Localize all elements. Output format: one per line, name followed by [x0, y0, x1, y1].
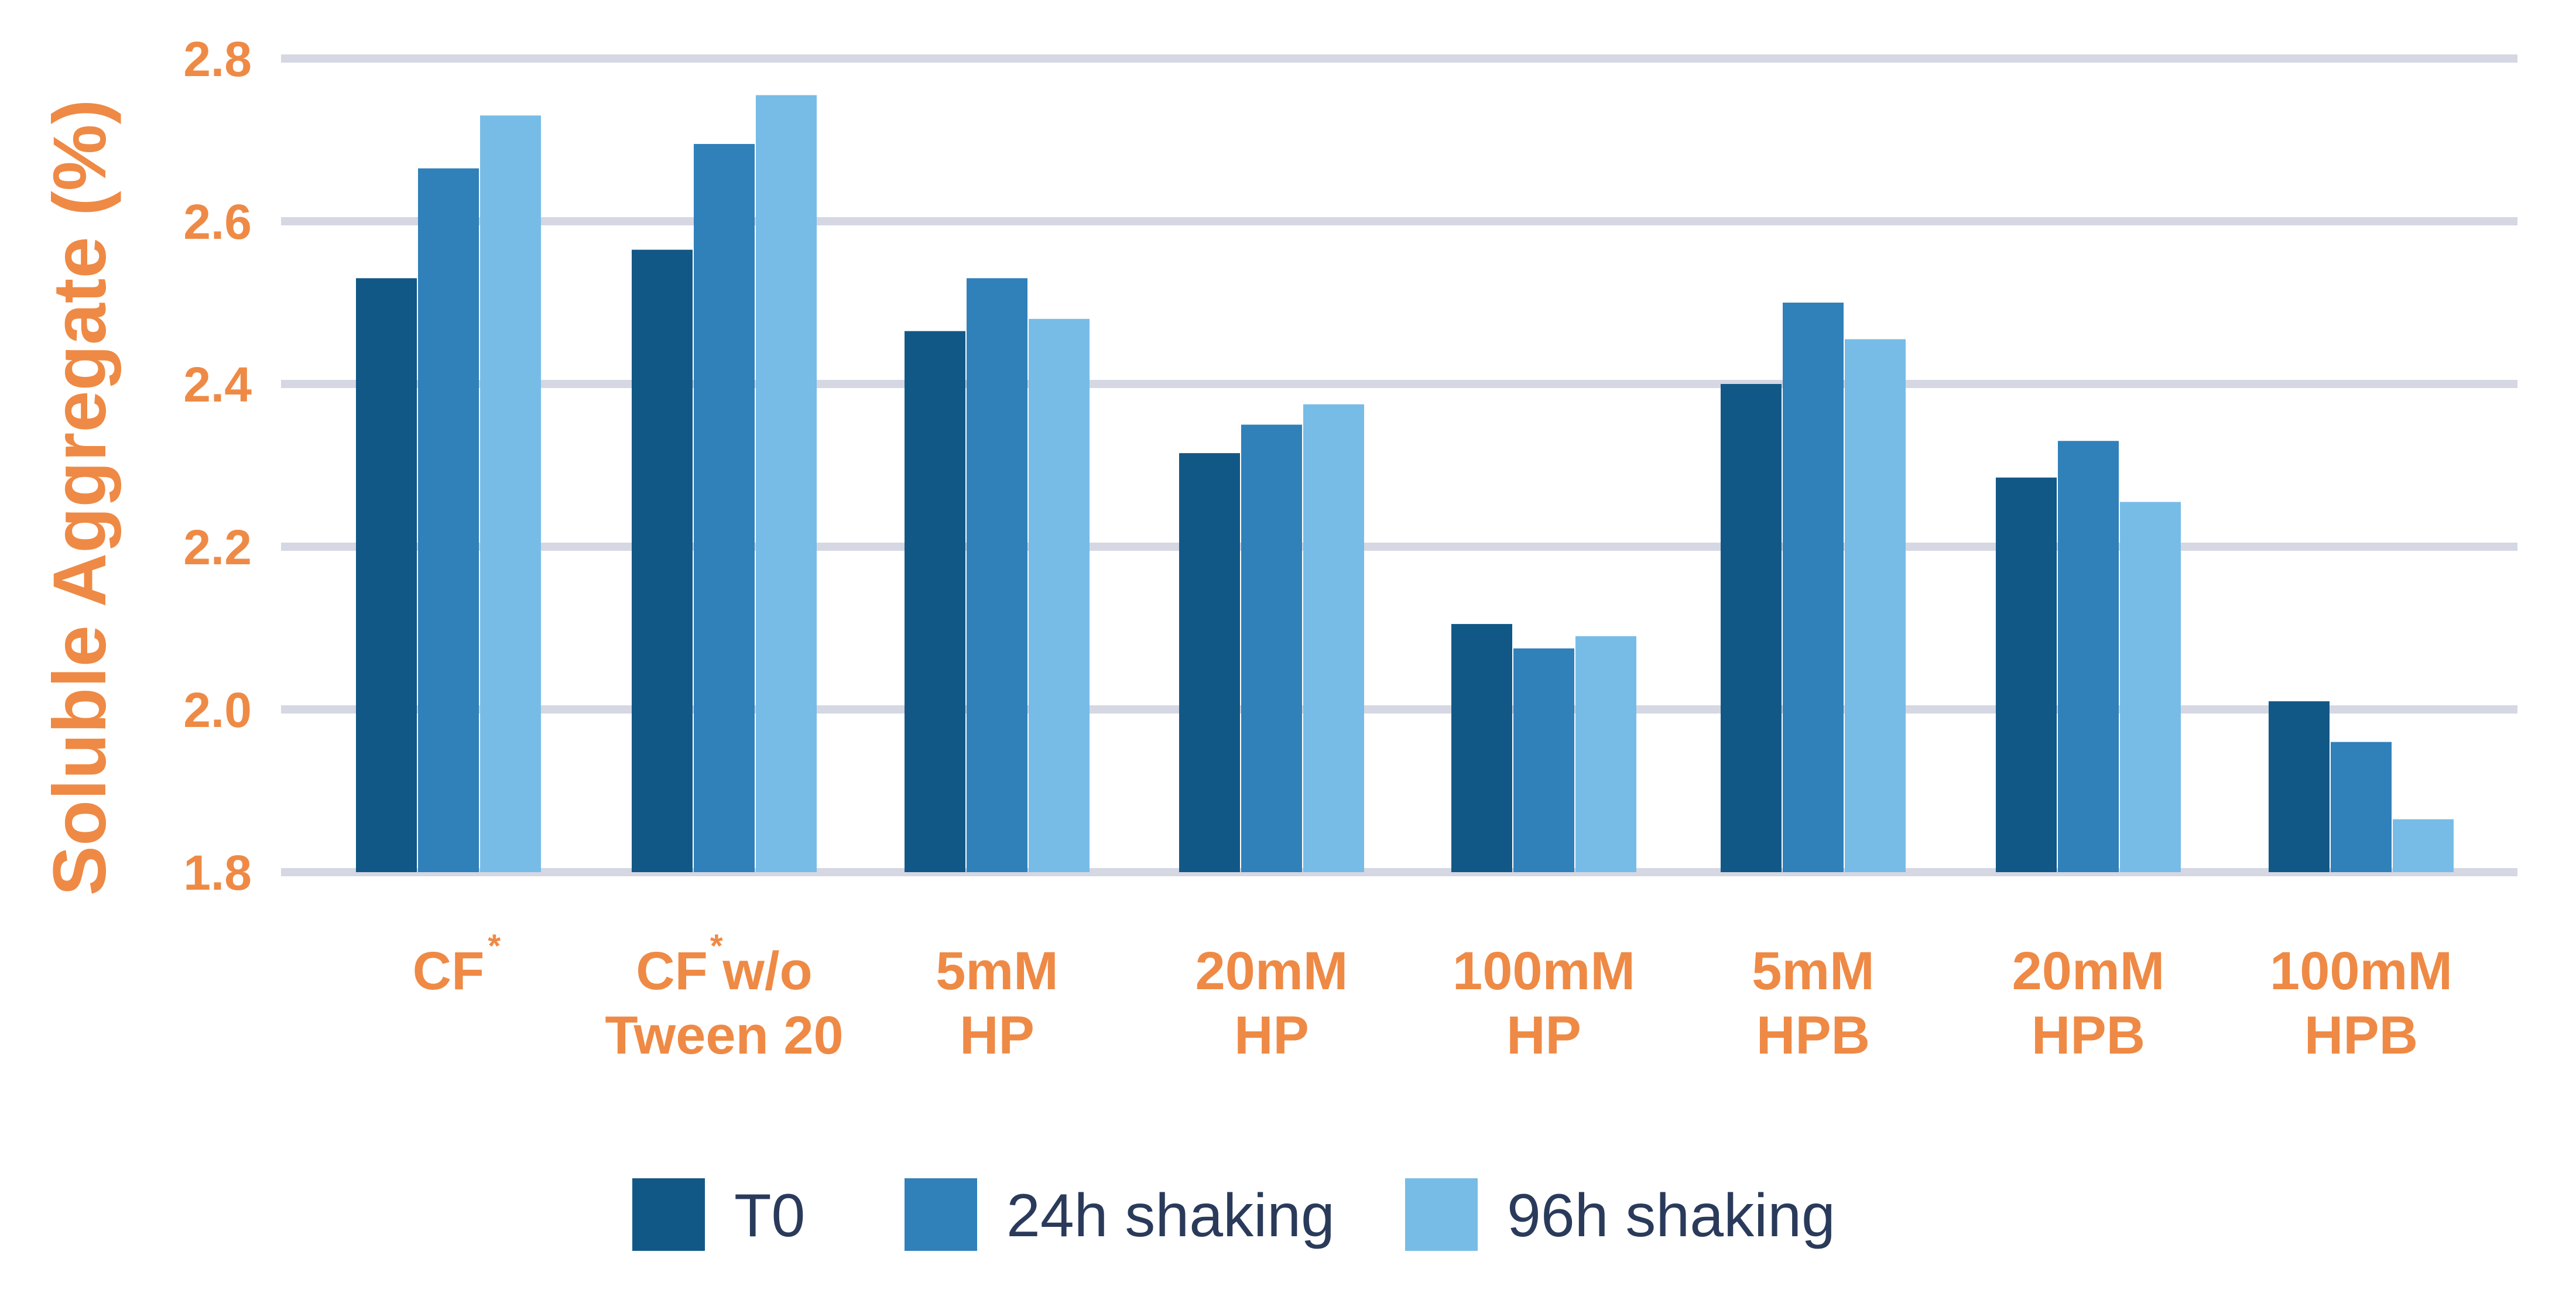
gridlines — [281, 54, 2517, 876]
x-tick-label: HP — [1234, 1006, 1309, 1065]
legend: T0 24h shaking 96h shaking — [632, 1178, 1835, 1251]
x-tick-label: HPB — [2032, 1006, 2145, 1065]
x-tick-label: 100mM — [1453, 941, 1635, 1001]
y-tick-label: 2.2 — [183, 520, 252, 575]
x-tick-label: HP — [1506, 1006, 1581, 1065]
bar — [2393, 819, 2454, 872]
legend-label: T0 — [734, 1182, 805, 1250]
x-tick-label: Tween 20 — [605, 1006, 843, 1065]
bar — [2331, 742, 2392, 872]
bar — [2269, 701, 2330, 872]
x-tick-label: 100mM — [2270, 941, 2452, 1001]
x-tick-label: CF w/o — [636, 941, 813, 1001]
bar — [1179, 453, 1240, 872]
bar — [1721, 384, 1782, 872]
bar — [1783, 303, 1844, 872]
bar — [2058, 441, 2119, 872]
y-axis-title: Soluble Aggregate (%) — [38, 100, 122, 896]
bar — [356, 278, 417, 872]
x-tick-label: HPB — [1756, 1006, 1870, 1065]
bar — [1029, 318, 1090, 872]
y-tick-label: 2.6 — [183, 194, 252, 249]
bar — [694, 143, 755, 873]
bar — [967, 278, 1027, 872]
legend-swatch — [1405, 1178, 1478, 1251]
bar — [1575, 636, 1636, 872]
legend-label: 96h shaking — [1507, 1182, 1835, 1250]
bar — [418, 168, 479, 872]
x-tick-label: 5mM — [936, 941, 1059, 1001]
legend-label: 24h shaking — [1006, 1182, 1335, 1250]
y-tick-label: 2.0 — [183, 682, 252, 738]
bar — [1845, 339, 1906, 872]
bar — [1303, 404, 1364, 872]
x-tick-label: 20mM — [1195, 941, 1348, 1001]
bar — [1996, 477, 2057, 872]
bar — [1451, 624, 1512, 872]
y-tick-label: 2.4 — [183, 357, 252, 412]
y-axis-ticks: 1.8 2.0 2.2 2.4 2.6 2.8 — [183, 32, 252, 900]
x-tick-label: HPB — [2304, 1006, 2418, 1065]
bar — [2120, 502, 2181, 872]
legend-swatch — [632, 1178, 705, 1251]
bar — [1241, 424, 1302, 872]
footnote-star: * — [710, 927, 723, 964]
x-tick-label: 20mM — [2012, 941, 2165, 1001]
legend-swatch — [905, 1178, 977, 1251]
y-tick-label: 1.8 — [183, 845, 252, 900]
x-axis-ticks: CF * CF w/o*Tween 205mMHP20mMHP100mMHP5mMH… — [413, 927, 2452, 1065]
bar — [756, 95, 817, 872]
bar — [1513, 648, 1574, 872]
bar — [480, 115, 541, 872]
bars — [356, 95, 2454, 873]
bar — [632, 249, 693, 872]
x-tick-label: 5mM — [1752, 941, 1875, 1001]
x-tick-label: CF — [413, 941, 485, 1001]
y-tick-label: 2.8 — [183, 32, 252, 87]
x-tick-label: HP — [960, 1006, 1034, 1065]
footnote-star: * — [488, 927, 501, 964]
bar — [905, 331, 965, 872]
